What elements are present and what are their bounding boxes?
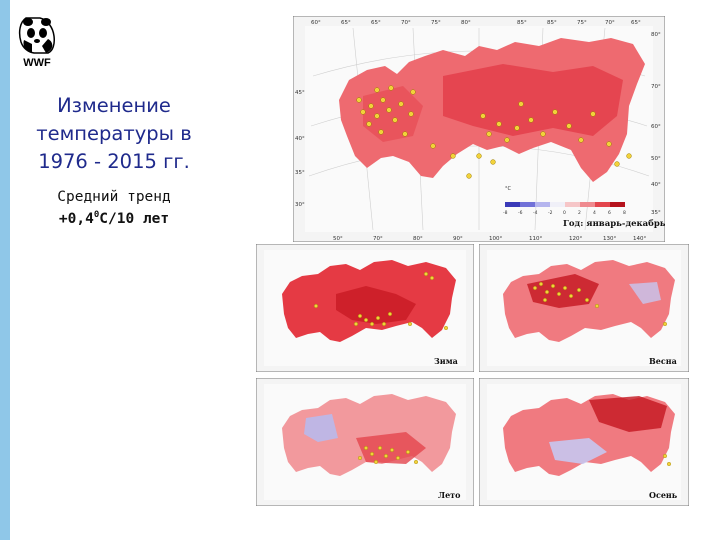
lon-bottom-label: 50° (333, 236, 343, 242)
lat-left-label: 40° (295, 136, 305, 142)
legend-tick: 8 (623, 210, 626, 216)
subtitle-line1: Средний тренд (57, 189, 171, 205)
map-label-annual: Год: январь-декабрь (563, 218, 665, 229)
legend-tick: 2 (578, 210, 581, 216)
station-dots-annual (356, 85, 632, 179)
lon-top-label: 65° (631, 20, 641, 26)
map-autumn: Осень (479, 378, 689, 506)
map-label-winter: Зима (434, 356, 458, 366)
lon-top-label: 65° (371, 20, 381, 26)
legend-unit: °C (505, 186, 512, 192)
lon-top-label: 75° (431, 20, 441, 26)
lat-left-label: 45° (295, 90, 305, 96)
legend-tick: -8 (503, 210, 508, 216)
accent-bar (0, 0, 10, 540)
map-label-spring: Весна (649, 356, 677, 366)
lon-bottom-label: 120° (569, 236, 582, 242)
map-spring: Весна (479, 244, 689, 372)
lon-bottom-label: 140° (633, 236, 646, 242)
lat-right-label: 70° (651, 84, 661, 90)
lon-bottom-label: 100° (489, 236, 502, 242)
lat-left-label: 35° (295, 170, 305, 176)
map-winter: Зима (256, 244, 474, 372)
map-summer: Лето (256, 378, 474, 506)
lon-bottom-label: 110° (529, 236, 542, 242)
trend-value: +0,40C/10 лет (16, 208, 212, 230)
lon-bottom-label: 130° (603, 236, 616, 242)
legend-tick: 0 (563, 210, 566, 216)
slide-subtitle: Средний тренд +0,40C/10 лет (16, 186, 212, 230)
map-annual: 60° 65° 65° 70° 75° 80° 85° 85° 75° 70° … (293, 16, 665, 242)
wwf-panda-logo: WWF (18, 17, 55, 69)
trend-suffix: C/10 лет (99, 211, 170, 227)
lon-top-label: 80° (461, 20, 471, 26)
map-label-autumn: Осень (649, 490, 678, 500)
color-legend: °C -8 -6 -4 -2 0 2 4 6 8 Год: январь-дек… (503, 186, 665, 229)
legend-tick: -2 (548, 210, 553, 216)
lon-top-label: 85° (517, 20, 527, 26)
slide-title: Изменение температуры в 1976 - 2015 гг. (36, 94, 192, 173)
lat-right-label: 50° (651, 156, 661, 162)
legend-tick: 4 (593, 210, 596, 216)
lat-left-label: 30° (295, 202, 305, 208)
legend-tick: -4 (533, 210, 538, 216)
lon-top-label: 65° (341, 20, 351, 26)
lon-top-label: 75° (577, 20, 587, 26)
trend-degree: 0 (93, 210, 100, 221)
legend-tick: -6 (518, 210, 523, 216)
lon-bottom-label: 90° (453, 236, 463, 242)
trend-prefix: +0,4 (58, 211, 94, 227)
lat-right-label: 80° (651, 32, 661, 38)
lon-top-label: 85° (547, 20, 557, 26)
lon-top-label: 60° (311, 20, 321, 26)
lon-top-label: 70° (605, 20, 615, 26)
lat-right-label: 60° (651, 124, 661, 130)
legend-tick: 6 (608, 210, 611, 216)
lon-bottom-label: 70° (373, 236, 383, 242)
lat-right-label: 40° (651, 182, 661, 188)
lon-top-label: 70° (401, 20, 411, 26)
lon-bottom-label: 80° (413, 236, 423, 242)
map-label-summer: Лето (438, 490, 461, 500)
logo-text: WWF (23, 57, 51, 69)
lat-right-label: 35° (651, 210, 661, 216)
